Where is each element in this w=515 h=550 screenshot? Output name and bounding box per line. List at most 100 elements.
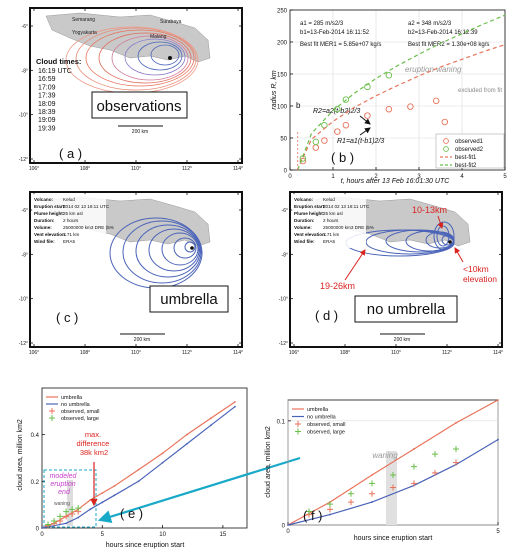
- chart-b-legend-items: observed1 observed2 best-fit1 best-fit2: [440, 138, 484, 169]
- chart-f-ylabel: cloud area, million km2: [265, 426, 272, 498]
- lon-tick-label: 114°: [493, 350, 503, 356]
- x-tick-label: 0: [288, 174, 292, 180]
- param-b1: b1=13-Feb-2014 16:11:52: [300, 30, 370, 36]
- series-no-umbrella-point: [287, 524, 289, 526]
- info-value: Kelud: [63, 197, 75, 202]
- info-value: 25 km asl: [323, 211, 343, 216]
- x-tick-label: 10: [159, 532, 166, 538]
- param-b2: b2=13-Feb-2014 16:12:39: [408, 30, 478, 36]
- annot-modeled-end: modeled eruption end: [50, 473, 79, 496]
- series-umbrella-line: [41, 401, 236, 529]
- legend-label-no-umbrella: no umbrella: [61, 402, 91, 408]
- observed-cloud-contours: [65, 26, 199, 94]
- chart-b-ylabel: radius R, km: [271, 70, 278, 109]
- annot-excluded: excluded from fit: [458, 88, 502, 94]
- series-observed1-point: [407, 103, 414, 110]
- x-tick-label: 15: [220, 532, 227, 538]
- chart-e-series: [41, 401, 236, 529]
- annot-10-13km: 10-13km: [412, 205, 447, 215]
- series-observed-small-point: [432, 469, 438, 476]
- info-key: Volume:: [294, 225, 312, 230]
- scale-label: 200 km: [134, 337, 150, 343]
- info-value: 25 km asl: [63, 211, 83, 216]
- panel-c-map: Volcano: Kelud Eruption start:2014 02 13 1…: [19, 191, 243, 356]
- place-semarang: Semarang: [72, 17, 95, 23]
- waning-band: [67, 480, 73, 526]
- series-observed-large-point: [348, 490, 354, 497]
- series-no-umbrella-point: [89, 508, 92, 511]
- annot-eq-lower: R1=a1(t-b1)2/3: [337, 138, 384, 145]
- panel-title-no-umbrella: no umbrella: [367, 301, 446, 318]
- series-observed1-point: [312, 144, 320, 151]
- volcano-marker: [448, 240, 452, 244]
- series-umbrella-point: [497, 399, 499, 401]
- arrow-10-13km: [437, 215, 444, 229]
- map-axis-labels: 106° 108° 110° 112° 114° -6° -8° -10° -12°: [19, 208, 243, 356]
- lon-tick-label: 106°: [29, 350, 39, 356]
- series-umbrella-point: [371, 474, 373, 476]
- x-tick-label: 3: [417, 174, 421, 180]
- series-no-umbrella-point: [113, 494, 116, 497]
- info-value: ERA5: [63, 239, 75, 244]
- lon-tick-label: 106°: [289, 350, 299, 356]
- info-value: 25000000 km3 DRE (5%: [323, 225, 374, 230]
- y-tick-label: 0.1: [277, 419, 286, 425]
- panel-a-map: Semarang Yogyakarta Surabaya Malang Clou…: [19, 7, 243, 172]
- info-key: Volcano:: [34, 197, 54, 202]
- panel-label-a: ( a ): [59, 146, 82, 161]
- info-value: 2014 02 13 16:11 UTC: [323, 204, 370, 209]
- run-info: Volcano: Kelud Eruption start:2014 02 13 1…: [294, 197, 374, 244]
- panel-label-e: ( e ): [120, 506, 143, 521]
- series-no-umbrella-point: [101, 501, 104, 504]
- info-key: Eruption start:: [294, 204, 326, 209]
- chart-b-frame: [289, 9, 506, 171]
- lat-tick-label: -12°: [279, 341, 288, 347]
- lat-tick-label: -8°: [22, 68, 28, 74]
- annot-19-26km: 19-26km: [320, 281, 355, 291]
- map-axis-labels: 106° 108° 110° 112° 114° -6° -8° -10° -12°: [19, 24, 243, 172]
- series-umbrella-point: [234, 401, 236, 403]
- series-observed-large-point: [369, 480, 375, 487]
- annot-max-difference: max. difference 38k km2: [77, 430, 112, 457]
- lon-tick-label: 114°: [233, 350, 243, 356]
- series-observed-large-point: [432, 451, 438, 458]
- series-observed1-point: [334, 128, 341, 135]
- series-no-umbrella-line: [287, 439, 499, 526]
- annot-elevation: <10km elevation: [463, 264, 497, 284]
- info-key: Duration:: [294, 218, 315, 223]
- info-key: Wind file:: [34, 239, 55, 244]
- x-tick-label: 4: [460, 174, 464, 180]
- place-surabaya: Surabaya: [160, 19, 182, 25]
- java-island: [45, 12, 211, 63]
- map-frame-ticks: [30, 8, 242, 163]
- series-observed-large-point: [453, 445, 459, 452]
- series-no-umbrella-point: [137, 480, 140, 483]
- param-mer1: Best fit MER1 = 5.85e+07 kg/s: [300, 42, 381, 48]
- cloud-time: 19:09: [38, 117, 56, 124]
- cloud-time: 17:09: [38, 84, 56, 91]
- legend-label-observed-large: observed, large: [61, 416, 99, 422]
- series-no-umbrella-line: [41, 406, 236, 529]
- lat-tick-label: -10°: [19, 297, 28, 303]
- series-no-umbrella-point: [497, 438, 499, 441]
- y-tick-label: 150: [277, 73, 288, 79]
- panel-title-umbrella: umbrella: [160, 291, 218, 308]
- lon-tick-label: 112°: [442, 350, 452, 356]
- lat-tick-label: -8°: [22, 252, 28, 258]
- panel-title-box: [91, 91, 188, 119]
- panel-label-d: ( d ): [315, 308, 338, 323]
- y-tick-label: 100: [277, 105, 288, 111]
- info-key: Wind file:: [294, 239, 315, 244]
- series-no-umbrella-point: [161, 461, 164, 464]
- info-key: Volcano:: [294, 197, 314, 202]
- series-observed-small-point: [411, 480, 417, 487]
- info-value: 1.71 km: [323, 232, 340, 237]
- x-tick-label: 1: [331, 174, 335, 180]
- legend-label-observed-small: observed, small: [61, 409, 100, 415]
- lon-tick-label: 112°: [182, 350, 192, 356]
- y-tick-label: 0: [282, 524, 286, 530]
